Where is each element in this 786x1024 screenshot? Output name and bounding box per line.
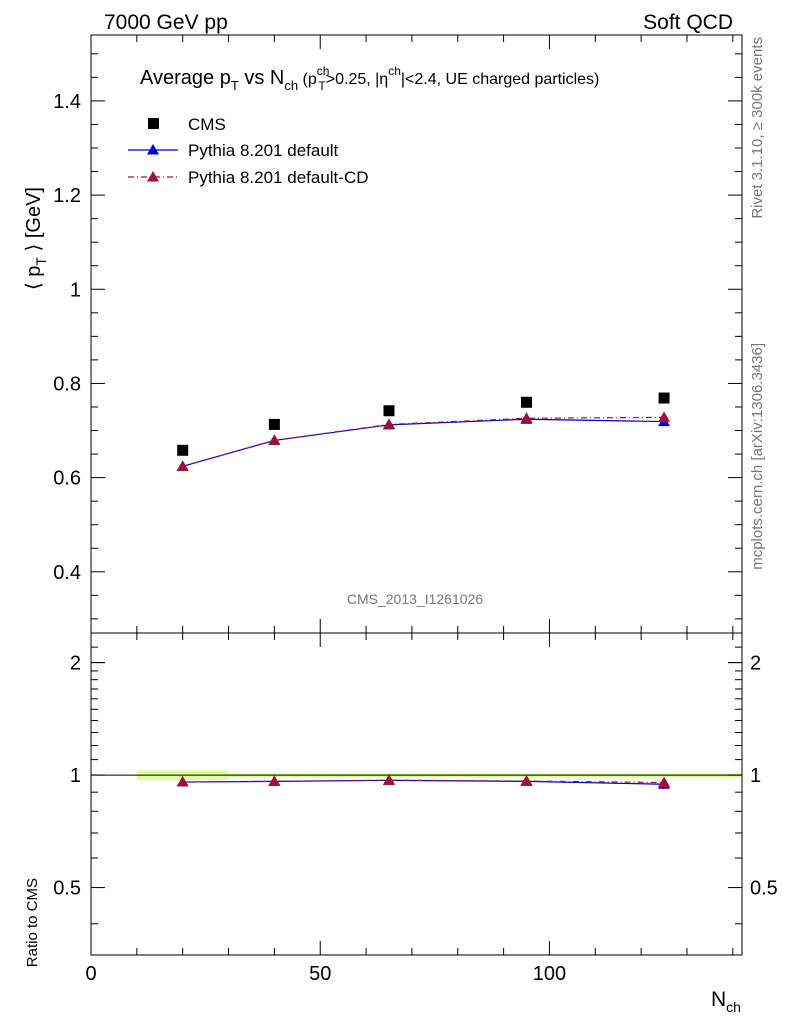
ratio-tick-label-left: 0.5: [53, 878, 81, 900]
rivet-label: Rivet 3.1.10, ≥ 300k events: [749, 37, 766, 219]
header-right: Soft QCD: [643, 11, 733, 34]
legend: CMS Pythia 8.201 default Pythia 8.201 defa…: [128, 115, 369, 187]
ratio-plot-frame: [90, 632, 743, 956]
mcplots-label: mcplots.cern.ch [arXiv:1306.3436]: [749, 343, 766, 570]
y-tick-label: 0.4: [53, 562, 81, 584]
header-left: 7000 GeV pp: [104, 11, 228, 34]
ratio-line-1: [182, 779, 665, 785]
cms-point: [383, 405, 395, 417]
legend-marker: [148, 118, 159, 129]
x-tick-label: 50: [309, 963, 331, 985]
y-tick-label: 1.2: [53, 185, 81, 207]
ratio-tick-label-left: 1: [70, 765, 81, 787]
mc-point-2: [382, 418, 395, 429]
ratio-point-2: [658, 776, 671, 788]
ratio-tick-label-right: 0.5: [750, 878, 778, 900]
y-tick-label: 1.4: [53, 91, 81, 113]
data-markers: [176, 392, 671, 789]
x-axis-label: Nch: [711, 988, 741, 1015]
mc-point-2: [268, 434, 281, 445]
ratio-y-axis-label: Ratio to CMS: [24, 878, 41, 967]
y-tick-label: 0.8: [53, 373, 81, 395]
x-tick-label: 100: [533, 963, 566, 985]
mc-point-2: [658, 411, 671, 422]
legend-entry: Pythia 8.201 default: [188, 141, 339, 160]
cms-point: [268, 418, 280, 430]
analysis-label: CMS_2013_I1261026: [347, 591, 483, 607]
mc-point-2: [176, 460, 189, 471]
ratio-tick-label-left: 2: [70, 653, 81, 675]
cms-point: [521, 396, 533, 408]
ratio-point-2: [176, 776, 189, 787]
chart-title: Average pT vs Nch (pch T>0.25, |ηch|<2.4,…: [140, 64, 599, 93]
mc-point-2: [520, 412, 533, 423]
ratio-point-2: [268, 775, 281, 786]
legend-marker: [147, 171, 159, 182]
ratio-line-2: [182, 779, 665, 784]
legend-entry: Pythia 8.201 default-CD: [188, 168, 369, 187]
ratio-point-2: [520, 775, 533, 786]
cms-point: [658, 392, 670, 404]
tick-labels: 0 50 100 0.4 0.6 0.8 1 1.2 1.4 0.5 0.5 1 1 2 2: [53, 91, 778, 985]
series-line-2: [182, 416, 665, 467]
y-tick-label: 0.6: [53, 468, 81, 490]
y-axis-label: ⟨ pT ⟩ [GeV]: [23, 187, 49, 290]
legend-entry: CMS: [188, 115, 226, 134]
ratio-tick-label-right: 1: [750, 765, 761, 787]
y-tick-label: 1: [70, 279, 81, 301]
ratio-tick-label-right: 2: [750, 653, 761, 675]
legend-marker: [147, 144, 159, 155]
x-tick-label: 0: [85, 963, 96, 985]
cms-point: [177, 444, 189, 456]
axis-ticks: [90, 35, 742, 955]
series-line-1: [182, 418, 665, 467]
ratio-point-2: [382, 774, 395, 785]
